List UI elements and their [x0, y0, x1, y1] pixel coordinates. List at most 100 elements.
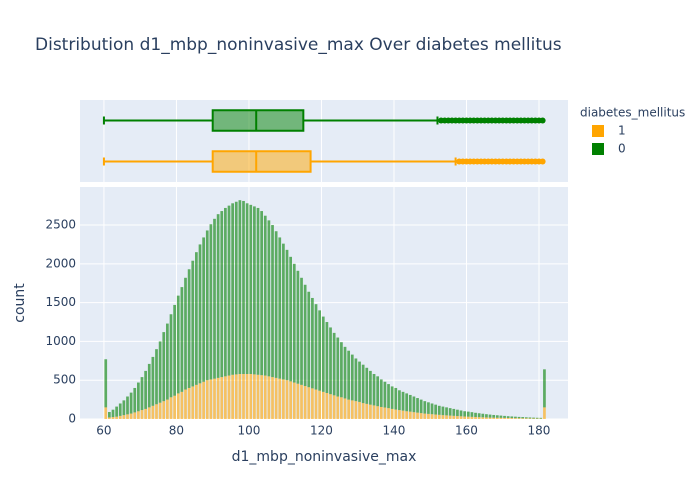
- bar: [365, 367, 369, 404]
- bar: [187, 387, 191, 419]
- bar: [401, 410, 405, 419]
- bar: [303, 386, 307, 419]
- bar: [343, 398, 347, 419]
- bar: [133, 412, 137, 419]
- bar: [466, 416, 470, 419]
- bar: [300, 384, 303, 419]
- bar: [115, 406, 118, 417]
- bar: [104, 407, 108, 419]
- bar: [358, 401, 361, 419]
- bar: [506, 416, 510, 418]
- y-tick-label: 2500: [45, 218, 76, 232]
- bar: [274, 231, 278, 378]
- bar: [238, 200, 242, 374]
- legend-swatch[interactable]: [592, 125, 604, 137]
- y-tick-label: 1500: [45, 295, 76, 309]
- bar: [528, 418, 532, 419]
- bar: [307, 387, 311, 419]
- bar: [300, 277, 303, 385]
- bar: [209, 379, 213, 419]
- bar: [184, 389, 187, 419]
- bar: [354, 358, 358, 402]
- bar: [253, 206, 256, 375]
- bar: [434, 414, 438, 419]
- bar: [169, 314, 173, 398]
- bar: [427, 413, 430, 419]
- bar: [434, 404, 438, 415]
- bar: [220, 377, 224, 419]
- y-axis-title: count: [12, 283, 28, 323]
- bar: [474, 416, 477, 419]
- bar: [205, 380, 209, 419]
- bar: [202, 237, 205, 382]
- x-tick-label: 120: [310, 424, 333, 438]
- bar: [271, 225, 274, 378]
- bar: [514, 416, 517, 419]
- bar: [278, 237, 282, 379]
- bar: [166, 323, 169, 400]
- bar: [528, 417, 532, 419]
- x-tick-label: 100: [237, 424, 260, 438]
- bar: [456, 409, 459, 417]
- bar: [343, 346, 347, 399]
- bar: [329, 327, 332, 395]
- bar: [376, 406, 380, 419]
- bar: [224, 376, 227, 419]
- bar: [195, 384, 198, 419]
- bar: [282, 379, 285, 419]
- bar: [474, 412, 477, 417]
- bar: [187, 269, 191, 388]
- bar: [253, 374, 256, 419]
- bar: [405, 411, 409, 419]
- bar: [481, 413, 485, 418]
- legend-label[interactable]: 0: [618, 142, 626, 156]
- y-tick-label: 500: [53, 373, 76, 387]
- bar: [289, 381, 293, 419]
- bar: [543, 369, 546, 408]
- bar: [398, 390, 401, 411]
- bar: [372, 373, 376, 406]
- bar: [394, 409, 398, 419]
- x-axis-title: d1_mbp_noninvasive_max: [232, 449, 417, 465]
- bar: [118, 403, 122, 416]
- bar: [412, 396, 416, 413]
- bar: [129, 392, 133, 414]
- bar: [234, 201, 238, 375]
- bar: [532, 417, 535, 419]
- box-panel: [80, 100, 568, 182]
- bar: [376, 376, 380, 407]
- bar: [445, 407, 448, 416]
- bar: [405, 393, 409, 412]
- bar: [231, 203, 234, 375]
- y-tick-label: 0: [68, 412, 76, 426]
- bar: [133, 387, 137, 413]
- bar: [111, 417, 115, 419]
- bar: [267, 376, 271, 419]
- legend-label[interactable]: 1: [618, 124, 626, 138]
- bar: [263, 215, 267, 376]
- bar: [216, 214, 220, 378]
- bar: [456, 416, 459, 419]
- bar: [191, 260, 195, 387]
- bar: [510, 418, 514, 419]
- bar: [303, 284, 307, 387]
- bar: [495, 415, 499, 418]
- bar: [448, 408, 452, 416]
- bar: [390, 408, 394, 419]
- bar: [282, 243, 285, 380]
- bar: [231, 374, 234, 419]
- bar: [329, 394, 332, 419]
- legend-swatch[interactable]: [592, 143, 604, 155]
- bar: [372, 405, 376, 419]
- bar: [495, 417, 499, 419]
- bar: [307, 291, 311, 388]
- bar: [521, 418, 525, 419]
- bar: [242, 373, 245, 419]
- bar: [126, 414, 129, 419]
- bar: [227, 375, 231, 419]
- bar: [430, 414, 434, 419]
- bar: [129, 413, 133, 419]
- bar: [506, 417, 510, 419]
- bar: [365, 403, 369, 419]
